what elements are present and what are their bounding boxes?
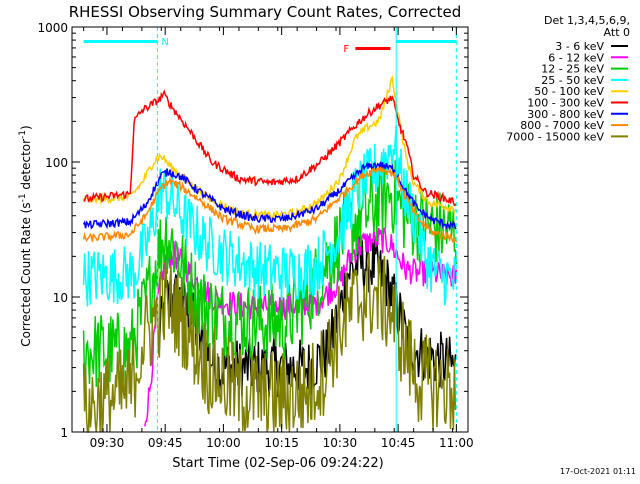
- plot-area: NF: [82, 27, 458, 433]
- legend-label: 12 - 25 keV: [541, 63, 604, 76]
- series-line-8: [82, 166, 458, 244]
- legend-label: 25 - 50 keV: [541, 74, 604, 87]
- y-tick-label: 1: [60, 426, 68, 440]
- series-line-7: [82, 161, 457, 231]
- series-line-6: [83, 89, 458, 207]
- night-bar-1: [83, 40, 158, 43]
- axes: 09:30 09:45 10:00 10:15 10:30 10:45 11:00 1 10 10…: [37, 21, 473, 450]
- night-bar-2: [396, 40, 457, 43]
- y-axis-label: Corrected Count Rate (s-1 detector-1): [18, 125, 33, 346]
- legend-label: 7000 - 15000 keV: [506, 130, 604, 143]
- series-line-1: [157, 235, 457, 398]
- legend-label: 300 - 800 keV: [527, 108, 604, 121]
- night-label: N: [161, 37, 168, 48]
- x-tick-label: 09:30: [90, 436, 125, 450]
- series-line-5: [82, 75, 457, 221]
- x-tick-label: 11:00: [439, 436, 474, 450]
- footer-timestamp: 17-Oct-2021 01:11: [560, 467, 636, 476]
- x-tick-label: 10:45: [381, 436, 416, 450]
- series-line-9: [82, 252, 458, 433]
- flare-bar: [355, 47, 391, 50]
- legend-header-line-1: Det 1,3,4,5,6,9,: [544, 14, 630, 27]
- x-tick-label: 10:15: [264, 436, 299, 450]
- plot-frame: [71, 26, 469, 433]
- y-tick-label: 100: [45, 156, 68, 170]
- legend-label: 3 - 6 keV: [555, 40, 604, 53]
- series-line-4: [82, 124, 457, 307]
- chart-title: RHESSI Observing Summary Count Rates, Co…: [69, 3, 462, 21]
- legend-label: 6 - 12 keV: [548, 51, 604, 64]
- y-tick-label: 1000: [37, 21, 68, 35]
- legend-header-line-2: Att 0: [604, 26, 630, 39]
- x-tick-label: 10:30: [323, 436, 358, 450]
- flare-label: F: [343, 44, 349, 55]
- x-tick-label: 09:45: [148, 436, 183, 450]
- y-tick-label: 10: [53, 291, 68, 305]
- legend-label: 100 - 300 keV: [527, 97, 604, 110]
- legend-label: 800 - 7000 keV: [520, 119, 604, 132]
- x-axis-label: Start Time (02-Sep-06 09:24:22): [172, 456, 383, 471]
- legend-label: 50 - 100 keV: [534, 85, 604, 98]
- x-tick-label: 10:00: [206, 436, 241, 450]
